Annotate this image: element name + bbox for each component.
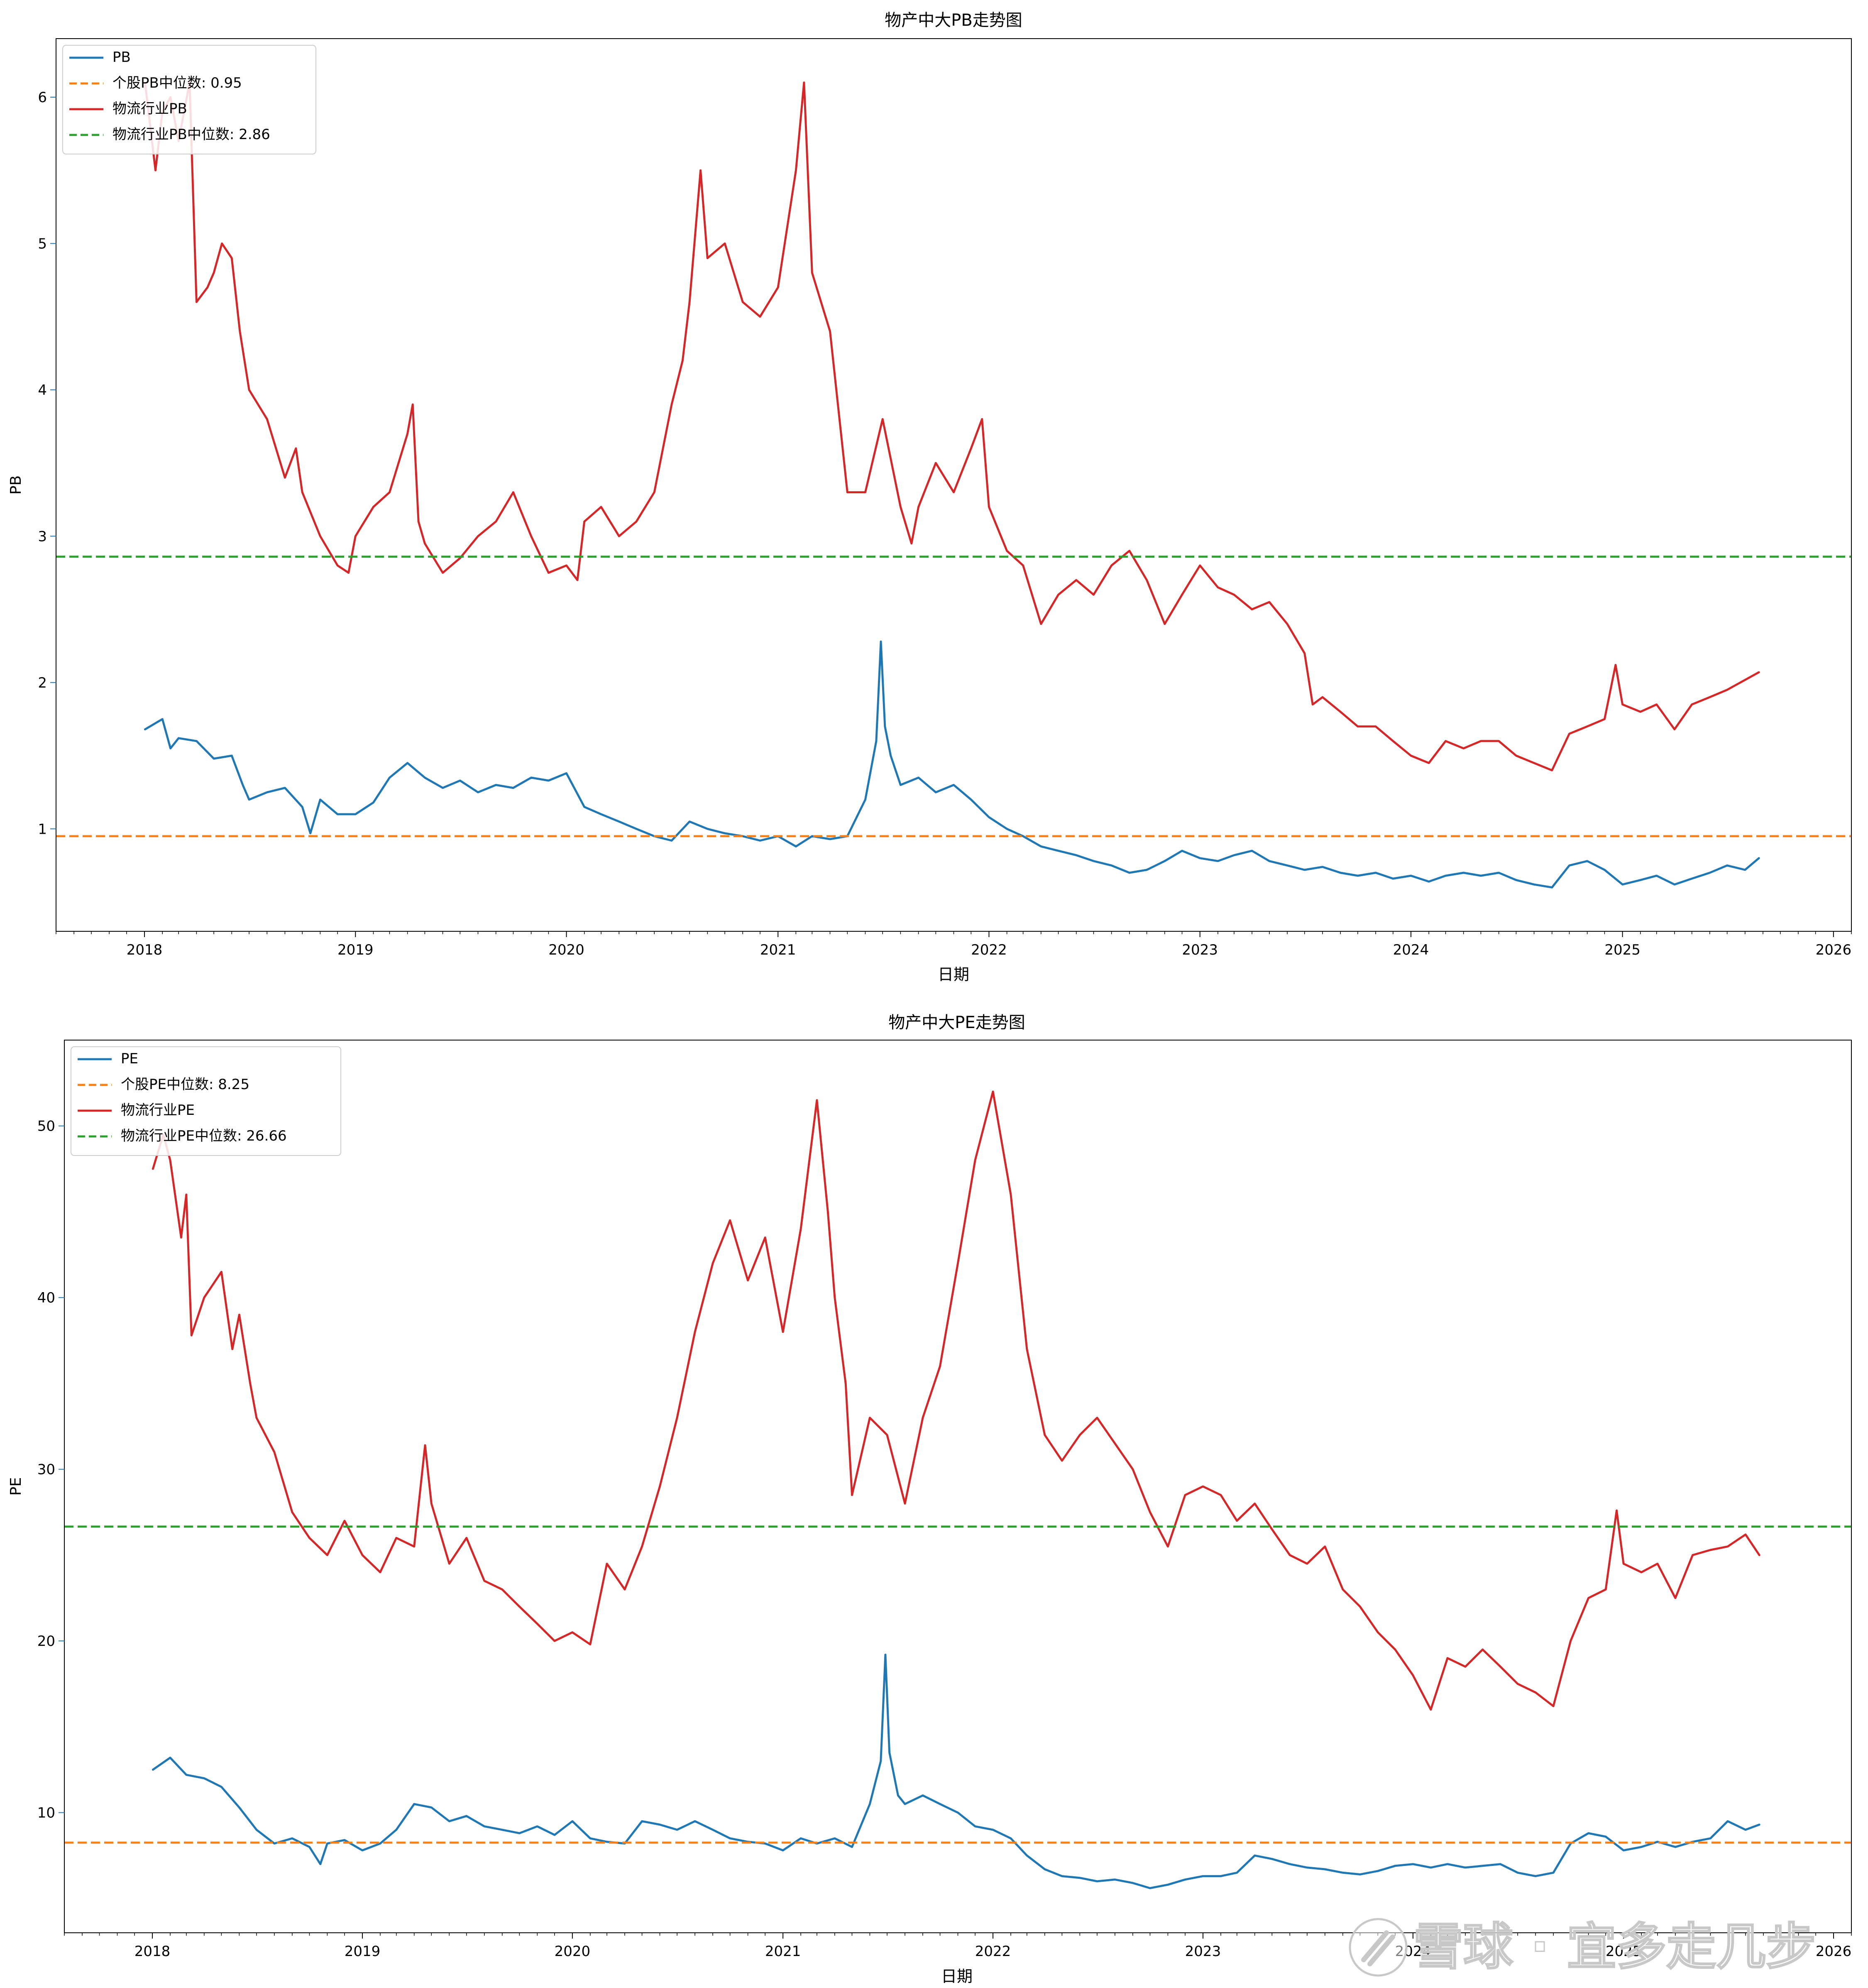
x-tick-label: 2026 [1816, 942, 1852, 958]
snowball-logo-icon [1349, 1918, 1408, 1977]
x-axis-label: 日期 [941, 1967, 973, 1986]
legend-label-1: 个股PE中位数: 8.25 [121, 1076, 249, 1093]
pb-chart: 物产中大PB走势图 2018 2019 2020 2021 2022 2023 2024 20… [7, 11, 1852, 984]
y-tick-label: 2 [38, 675, 47, 691]
watermark: 雪球 · 宜多走几步 [1349, 1918, 1817, 1977]
y-tick-label: 50 [37, 1118, 55, 1135]
legend-box [62, 45, 316, 154]
x-tick-label: 2018 [134, 1943, 171, 1960]
x-tick-label: 2025 [1604, 942, 1641, 958]
y-tick-label: 40 [37, 1290, 55, 1306]
legend: PB 个股PB中位数: 0.95 物流行业PB 物流行业PB中位数: 2.86 [62, 45, 316, 154]
y-axis-label: PE [7, 1477, 24, 1496]
legend-box [71, 1046, 341, 1156]
plot-area [64, 1090, 1851, 1889]
legend-label-0: PE [121, 1050, 138, 1067]
y-tick-label: 5 [38, 235, 47, 252]
y-tick-label: 6 [38, 89, 47, 106]
watermark-text: 雪球 · 宜多走几步 [1413, 1918, 1816, 1976]
x-tick-label: 2019 [345, 1943, 381, 1960]
x-tick-label: 2022 [971, 942, 1007, 958]
y-tick-label: 10 [37, 1805, 55, 1822]
legend-label-3: 物流行业PE中位数: 26.66 [121, 1128, 287, 1144]
axes: 2018 2019 2020 2021 2022 2023 2024 2025 20261020… [37, 1118, 1852, 1960]
x-tick-label: 2026 [1816, 1943, 1852, 1960]
y-tick-label: 20 [37, 1633, 55, 1650]
pe-chart: 物产中大PE走势图 2018 2019 2020 2021 2022 2023 2024 20… [7, 1013, 1852, 1986]
x-tick-label: 2023 [1182, 942, 1218, 958]
chart-title: 物产中大PE走势图 [888, 1013, 1025, 1032]
x-tick-label: 2021 [765, 1943, 801, 1960]
y-axis-label: PB [7, 475, 24, 495]
y-tick-label: 30 [37, 1462, 55, 1478]
legend-label-1: 个股PB中位数: 0.95 [112, 75, 242, 91]
legend-label-2: 物流行业PB [112, 100, 187, 117]
series-line-2 [152, 1090, 1760, 1711]
plot-area [56, 81, 1851, 889]
plot-frame [56, 38, 1852, 932]
x-tick-label: 2024 [1393, 942, 1429, 958]
x-tick-label: 2020 [548, 942, 584, 958]
series-line-0 [144, 640, 1760, 889]
plot-frame [64, 1040, 1852, 1933]
x-axis-label: 日期 [938, 965, 969, 984]
y-tick-label: 3 [38, 528, 47, 545]
x-tick-label: 2021 [760, 942, 796, 958]
series-line-0 [152, 1653, 1760, 1889]
x-tick-label: 2022 [975, 1943, 1011, 1960]
legend-label-0: PB [112, 49, 131, 66]
y-tick-label: 1 [38, 821, 47, 837]
axes: 2018 2019 2020 2021 2022 2023 2024 2025 2026 1 2 3 4… [38, 89, 1852, 958]
x-tick-label: 2019 [337, 942, 374, 958]
series-line-2 [144, 81, 1760, 771]
x-tick-label: 2020 [555, 1943, 591, 1960]
x-tick-label: 2018 [127, 942, 163, 958]
y-tick-label: 4 [38, 382, 47, 399]
x-tick-label: 2023 [1185, 1943, 1221, 1960]
legend-label-2: 物流行业PE [121, 1102, 195, 1119]
legend-label-3: 物流行业PB中位数: 2.86 [112, 126, 270, 143]
legend: PE 个股PE中位数: 8.25 物流行业PE 物流行业PE中位数: 26.66 [71, 1046, 341, 1156]
x-tick-label: 2025 [1606, 1943, 1642, 1960]
chart-title: 物产中大PB走势图 [885, 11, 1022, 30]
